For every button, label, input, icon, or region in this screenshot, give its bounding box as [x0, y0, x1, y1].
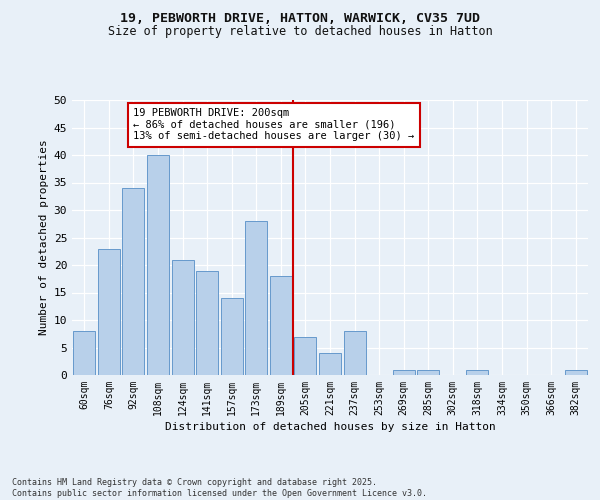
Bar [417, 370, 439, 375]
Bar [98, 248, 120, 375]
X-axis label: Distribution of detached houses by size in Hatton: Distribution of detached houses by size … [164, 422, 496, 432]
Bar [245, 221, 268, 375]
Bar [221, 298, 243, 375]
Bar [392, 370, 415, 375]
Text: 19, PEBWORTH DRIVE, HATTON, WARWICK, CV35 7UD: 19, PEBWORTH DRIVE, HATTON, WARWICK, CV3… [120, 12, 480, 26]
Text: 19 PEBWORTH DRIVE: 200sqm
← 86% of detached houses are smaller (196)
13% of semi: 19 PEBWORTH DRIVE: 200sqm ← 86% of detac… [133, 108, 415, 142]
Bar [344, 331, 365, 375]
Y-axis label: Number of detached properties: Number of detached properties [40, 140, 49, 336]
Bar [147, 155, 169, 375]
Bar [196, 270, 218, 375]
Bar [565, 370, 587, 375]
Bar [295, 336, 316, 375]
Text: Contains HM Land Registry data © Crown copyright and database right 2025.
Contai: Contains HM Land Registry data © Crown c… [12, 478, 427, 498]
Bar [466, 370, 488, 375]
Bar [73, 331, 95, 375]
Bar [172, 260, 194, 375]
Bar [319, 353, 341, 375]
Text: Size of property relative to detached houses in Hatton: Size of property relative to detached ho… [107, 25, 493, 38]
Bar [270, 276, 292, 375]
Bar [122, 188, 145, 375]
